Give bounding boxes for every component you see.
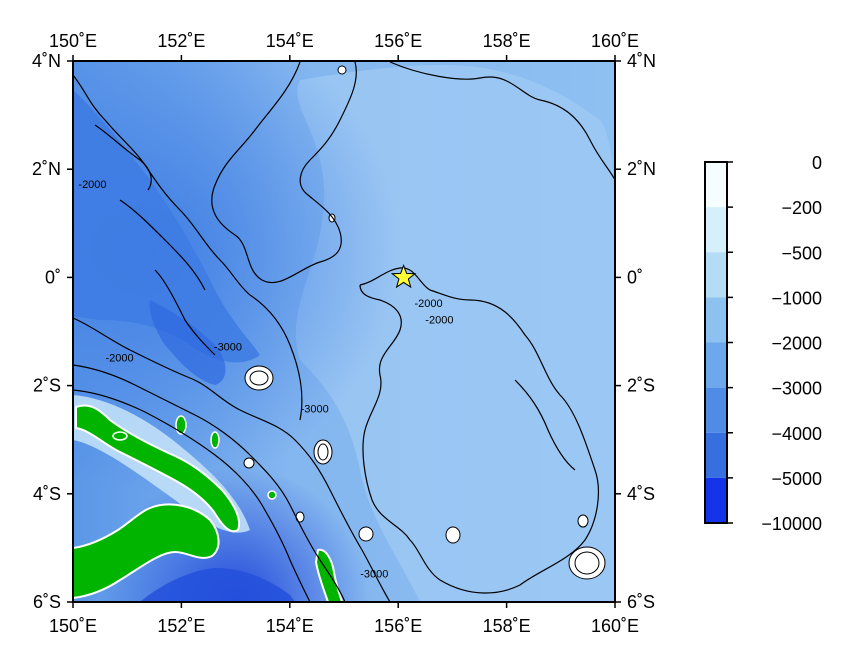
contour-2000-east (389, 61, 615, 181)
lat-tick-label-right: 4˚N (627, 51, 656, 71)
lon-tick-label-top: 156˚E (374, 31, 422, 51)
lon-tick-label-top: 150˚E (49, 31, 97, 51)
colorbar-label: 0 (812, 153, 822, 173)
land-islet-1 (175, 415, 187, 435)
lon-tick-label-bottom: 158˚E (483, 616, 531, 636)
lat-tick-label-right: 2˚S (627, 376, 655, 396)
contour-label: -2000 (414, 298, 442, 310)
land-islet-3 (267, 490, 277, 500)
lon-tick-label-top: 154˚E (266, 31, 314, 51)
colorbar-label: −2000 (771, 334, 822, 354)
colorbar-segment (705, 162, 727, 208)
lon-tick-label-bottom: 160˚E (591, 616, 639, 636)
lat-tick-label-left: 0˚ (45, 267, 61, 287)
lat-tick-label-left: 4˚N (32, 51, 61, 71)
star-marker (390, 263, 417, 289)
lon-tick-label-bottom: 150˚E (49, 616, 97, 636)
contour-lines (73, 61, 615, 602)
contour-label: -2000 (425, 314, 453, 326)
lat-tick-label-right: 6˚S (627, 592, 655, 612)
contour-deep-nw-2 (119, 199, 206, 291)
lon-tick-label-bottom: 156˚E (374, 616, 422, 636)
colorbar-label: −3000 (771, 379, 822, 399)
contour-2000-star (359, 267, 600, 594)
contour-label: -3000 (301, 404, 329, 416)
lat-tick-label-left: 2˚N (32, 159, 61, 179)
deep-trench-south (140, 568, 295, 602)
lat-tick-label-right: 2˚N (627, 159, 656, 179)
colorbar-label: −1000 (771, 288, 822, 308)
depth-colorbar: 0 −200 −500 −1000 −2000 −3000 −4000 −5000 −10000 (704, 153, 822, 534)
colorbar-segment (705, 342, 727, 388)
colorbar-segment (705, 477, 727, 523)
contour-2000-sw (73, 364, 346, 602)
contour-label: -3000 (214, 341, 242, 353)
contour-deep-nw-3 (154, 269, 216, 356)
lat-tick-label-left: 4˚S (33, 484, 61, 504)
lat-tick-label-left: 2˚S (33, 376, 61, 396)
lat-tick-label-right: 4˚S (627, 484, 655, 504)
colorbar-segment (705, 297, 727, 343)
lon-tick-label-bottom: 152˚E (157, 616, 205, 636)
contour-label: -2000 (78, 179, 106, 191)
contour-deep-nw-1 (94, 124, 152, 191)
seamounts (243, 65, 606, 580)
colorbar-segment (705, 387, 727, 433)
lon-tick-label-top: 158˚E (483, 31, 531, 51)
lon-tick-label-top: 152˚E (157, 31, 205, 51)
map-axes: 150˚E 150˚E 152˚E 152˚E 154˚E 154˚E 156˚E 156˚E… (32, 31, 656, 636)
contour-2000-plateau (211, 61, 357, 284)
contour-se (514, 379, 576, 471)
colorbar-label: −5000 (771, 469, 822, 489)
colorbar-segment (705, 252, 727, 298)
contour-3000-west (73, 74, 303, 421)
lat-tick-label-left: 6˚S (33, 592, 61, 612)
land-new-britain (73, 503, 220, 600)
map-panel: -2000 -2000 -3000 -3000 -2000 -2000 -3000 (73, 61, 615, 602)
lon-tick-label-top: 160˚E (591, 31, 639, 51)
land-islet-4 (112, 431, 128, 441)
map-frame (72, 60, 616, 603)
colorbar-label: −4000 (771, 424, 822, 444)
colorbar-label: −500 (781, 243, 822, 263)
contour-label: -3000 (360, 569, 388, 581)
land-islet-2 (210, 431, 220, 449)
lat-tick-label-right: 0˚ (627, 267, 643, 287)
contour-1000-sw (73, 389, 311, 602)
colorbar-label: −200 (781, 198, 822, 218)
contour-3000-sw (73, 317, 391, 602)
contour-labels: -2000 -2000 -3000 -3000 -2000 -2000 -3000 (78, 179, 453, 581)
colorbar-segment (705, 207, 727, 253)
contour-label: -2000 (106, 352, 134, 364)
colorbar-segment (705, 432, 727, 478)
lon-tick-label-bottom: 154˚E (266, 616, 314, 636)
colorbar-label: −10000 (761, 514, 822, 534)
